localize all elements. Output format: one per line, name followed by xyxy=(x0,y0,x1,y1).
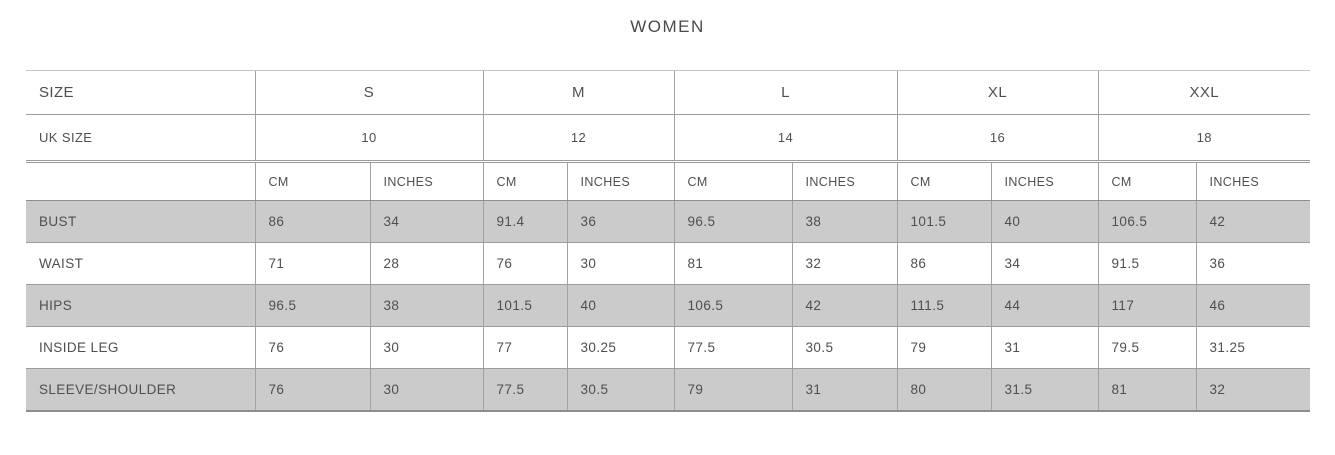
uk-size-value-xxl: 18 xyxy=(1097,114,1310,163)
uk-size-value-m: 12 xyxy=(482,114,674,163)
table-row-inside-leg: INSIDE LEG 76 30 77 30.25 77.5 30.5 79 3… xyxy=(26,326,1310,369)
table-row-bust: BUST 86 34 91.4 36 96.5 38 101.5 40 106.… xyxy=(26,200,1310,243)
measurement-cell: 106.5 xyxy=(673,284,792,327)
measurement-cell: 77.5 xyxy=(673,326,792,369)
measurement-cell: 79 xyxy=(896,326,991,369)
measurement-cell: 30 xyxy=(566,242,674,285)
measurement-cell: 42 xyxy=(791,284,897,327)
measurement-cell: 96.5 xyxy=(254,284,370,327)
measurement-cell: 101.5 xyxy=(896,200,991,243)
measurement-cell: 77 xyxy=(482,326,567,369)
measurement-cell: 31.25 xyxy=(1195,326,1310,369)
unit-header-inches: INCHES xyxy=(990,161,1098,201)
unit-header-inches: INCHES xyxy=(1195,161,1310,201)
page-title: WOMEN xyxy=(630,17,705,36)
uk-size-row: UK SIZE 10 12 14 16 18 xyxy=(26,114,1310,163)
measurement-cell: 30.25 xyxy=(566,326,674,369)
measurement-cell: 30 xyxy=(369,368,483,412)
measurement-cell: 30.5 xyxy=(791,326,897,369)
measurement-cell: 32 xyxy=(791,242,897,285)
measurement-cell: 77.5 xyxy=(482,368,567,412)
unit-header-cm: CM xyxy=(254,161,370,201)
unit-header-cm: CM xyxy=(673,161,792,201)
measurement-cell: 31 xyxy=(791,368,897,412)
size-chart-table: SIZE S M L XL XXL UK SIZE 10 12 14 16 18… xyxy=(26,70,1310,412)
measurement-cell: 96.5 xyxy=(673,200,792,243)
measurement-cell: 30 xyxy=(369,326,483,369)
measurement-cell: 36 xyxy=(1195,242,1310,285)
measurement-cell: 79 xyxy=(673,368,792,412)
measurement-cell: 38 xyxy=(791,200,897,243)
measurement-cell: 86 xyxy=(896,242,991,285)
measurement-cell: 44 xyxy=(990,284,1098,327)
unit-header-inches: INCHES xyxy=(791,161,897,201)
size-col-header-m: M xyxy=(482,70,674,115)
measurement-cell: 76 xyxy=(254,326,370,369)
measurement-cell: 40 xyxy=(566,284,674,327)
uk-size-value-s: 10 xyxy=(254,114,483,163)
measurement-cell: 30.5 xyxy=(566,368,674,412)
size-col-header-xl: XL xyxy=(896,70,1098,115)
row-label: HIPS xyxy=(26,284,255,327)
measurement-cell: 106.5 xyxy=(1097,200,1196,243)
measurement-cell: 101.5 xyxy=(482,284,567,327)
measurement-cell: 76 xyxy=(254,368,370,412)
table-row-sleeve-shoulder: SLEEVE/SHOULDER 76 30 77.5 30.5 79 31 80… xyxy=(26,368,1310,412)
measurement-cell: 117 xyxy=(1097,284,1196,327)
unit-header-cm: CM xyxy=(1097,161,1196,201)
measurement-cell: 111.5 xyxy=(896,284,991,327)
measurement-cell: 81 xyxy=(673,242,792,285)
measurement-cell: 91.5 xyxy=(1097,242,1196,285)
size-col-header-l: L xyxy=(673,70,897,115)
row-label: WAIST xyxy=(26,242,255,285)
measurement-cell: 28 xyxy=(369,242,483,285)
measurement-cell: 80 xyxy=(896,368,991,412)
size-col-header-xxl: XXL xyxy=(1097,70,1310,115)
measurement-cell: 42 xyxy=(1195,200,1310,243)
unit-row-spacer xyxy=(26,161,255,201)
measurement-cell: 46 xyxy=(1195,284,1310,327)
unit-header-inches: INCHES xyxy=(566,161,674,201)
row-label: BUST xyxy=(26,200,255,243)
measurement-cell: 76 xyxy=(482,242,567,285)
size-header-label: SIZE xyxy=(26,70,255,115)
measurement-cell: 31.5 xyxy=(990,368,1098,412)
uk-size-label: UK SIZE xyxy=(26,114,255,163)
measurement-cell: 32 xyxy=(1195,368,1310,412)
measurement-cell: 91.4 xyxy=(482,200,567,243)
table-row-hips: HIPS 96.5 38 101.5 40 106.5 42 111.5 44 … xyxy=(26,284,1310,327)
measurement-cell: 34 xyxy=(369,200,483,243)
unit-header-cm: CM xyxy=(482,161,567,201)
row-label: SLEEVE/SHOULDER xyxy=(26,368,255,412)
measurement-cell: 38 xyxy=(369,284,483,327)
row-label: INSIDE LEG xyxy=(26,326,255,369)
unit-header-row: CM INCHES CM INCHES CM INCHES CM INCHES … xyxy=(26,161,1310,201)
size-col-header-s: S xyxy=(254,70,483,115)
measurement-cell: 71 xyxy=(254,242,370,285)
uk-size-value-l: 14 xyxy=(673,114,897,163)
measurement-cell: 36 xyxy=(566,200,674,243)
measurement-cell: 31 xyxy=(990,326,1098,369)
measurement-cell: 81 xyxy=(1097,368,1196,412)
measurement-cell: 40 xyxy=(990,200,1098,243)
measurement-cell: 79.5 xyxy=(1097,326,1196,369)
measurement-cell: 34 xyxy=(990,242,1098,285)
size-header-row: SIZE S M L XL XXL xyxy=(26,70,1310,115)
table-row-waist: WAIST 71 28 76 30 81 32 86 34 91.5 36 xyxy=(26,242,1310,285)
measurement-cell: 86 xyxy=(254,200,370,243)
unit-header-inches: INCHES xyxy=(369,161,483,201)
uk-size-value-xl: 16 xyxy=(896,114,1098,163)
unit-header-cm: CM xyxy=(896,161,991,201)
